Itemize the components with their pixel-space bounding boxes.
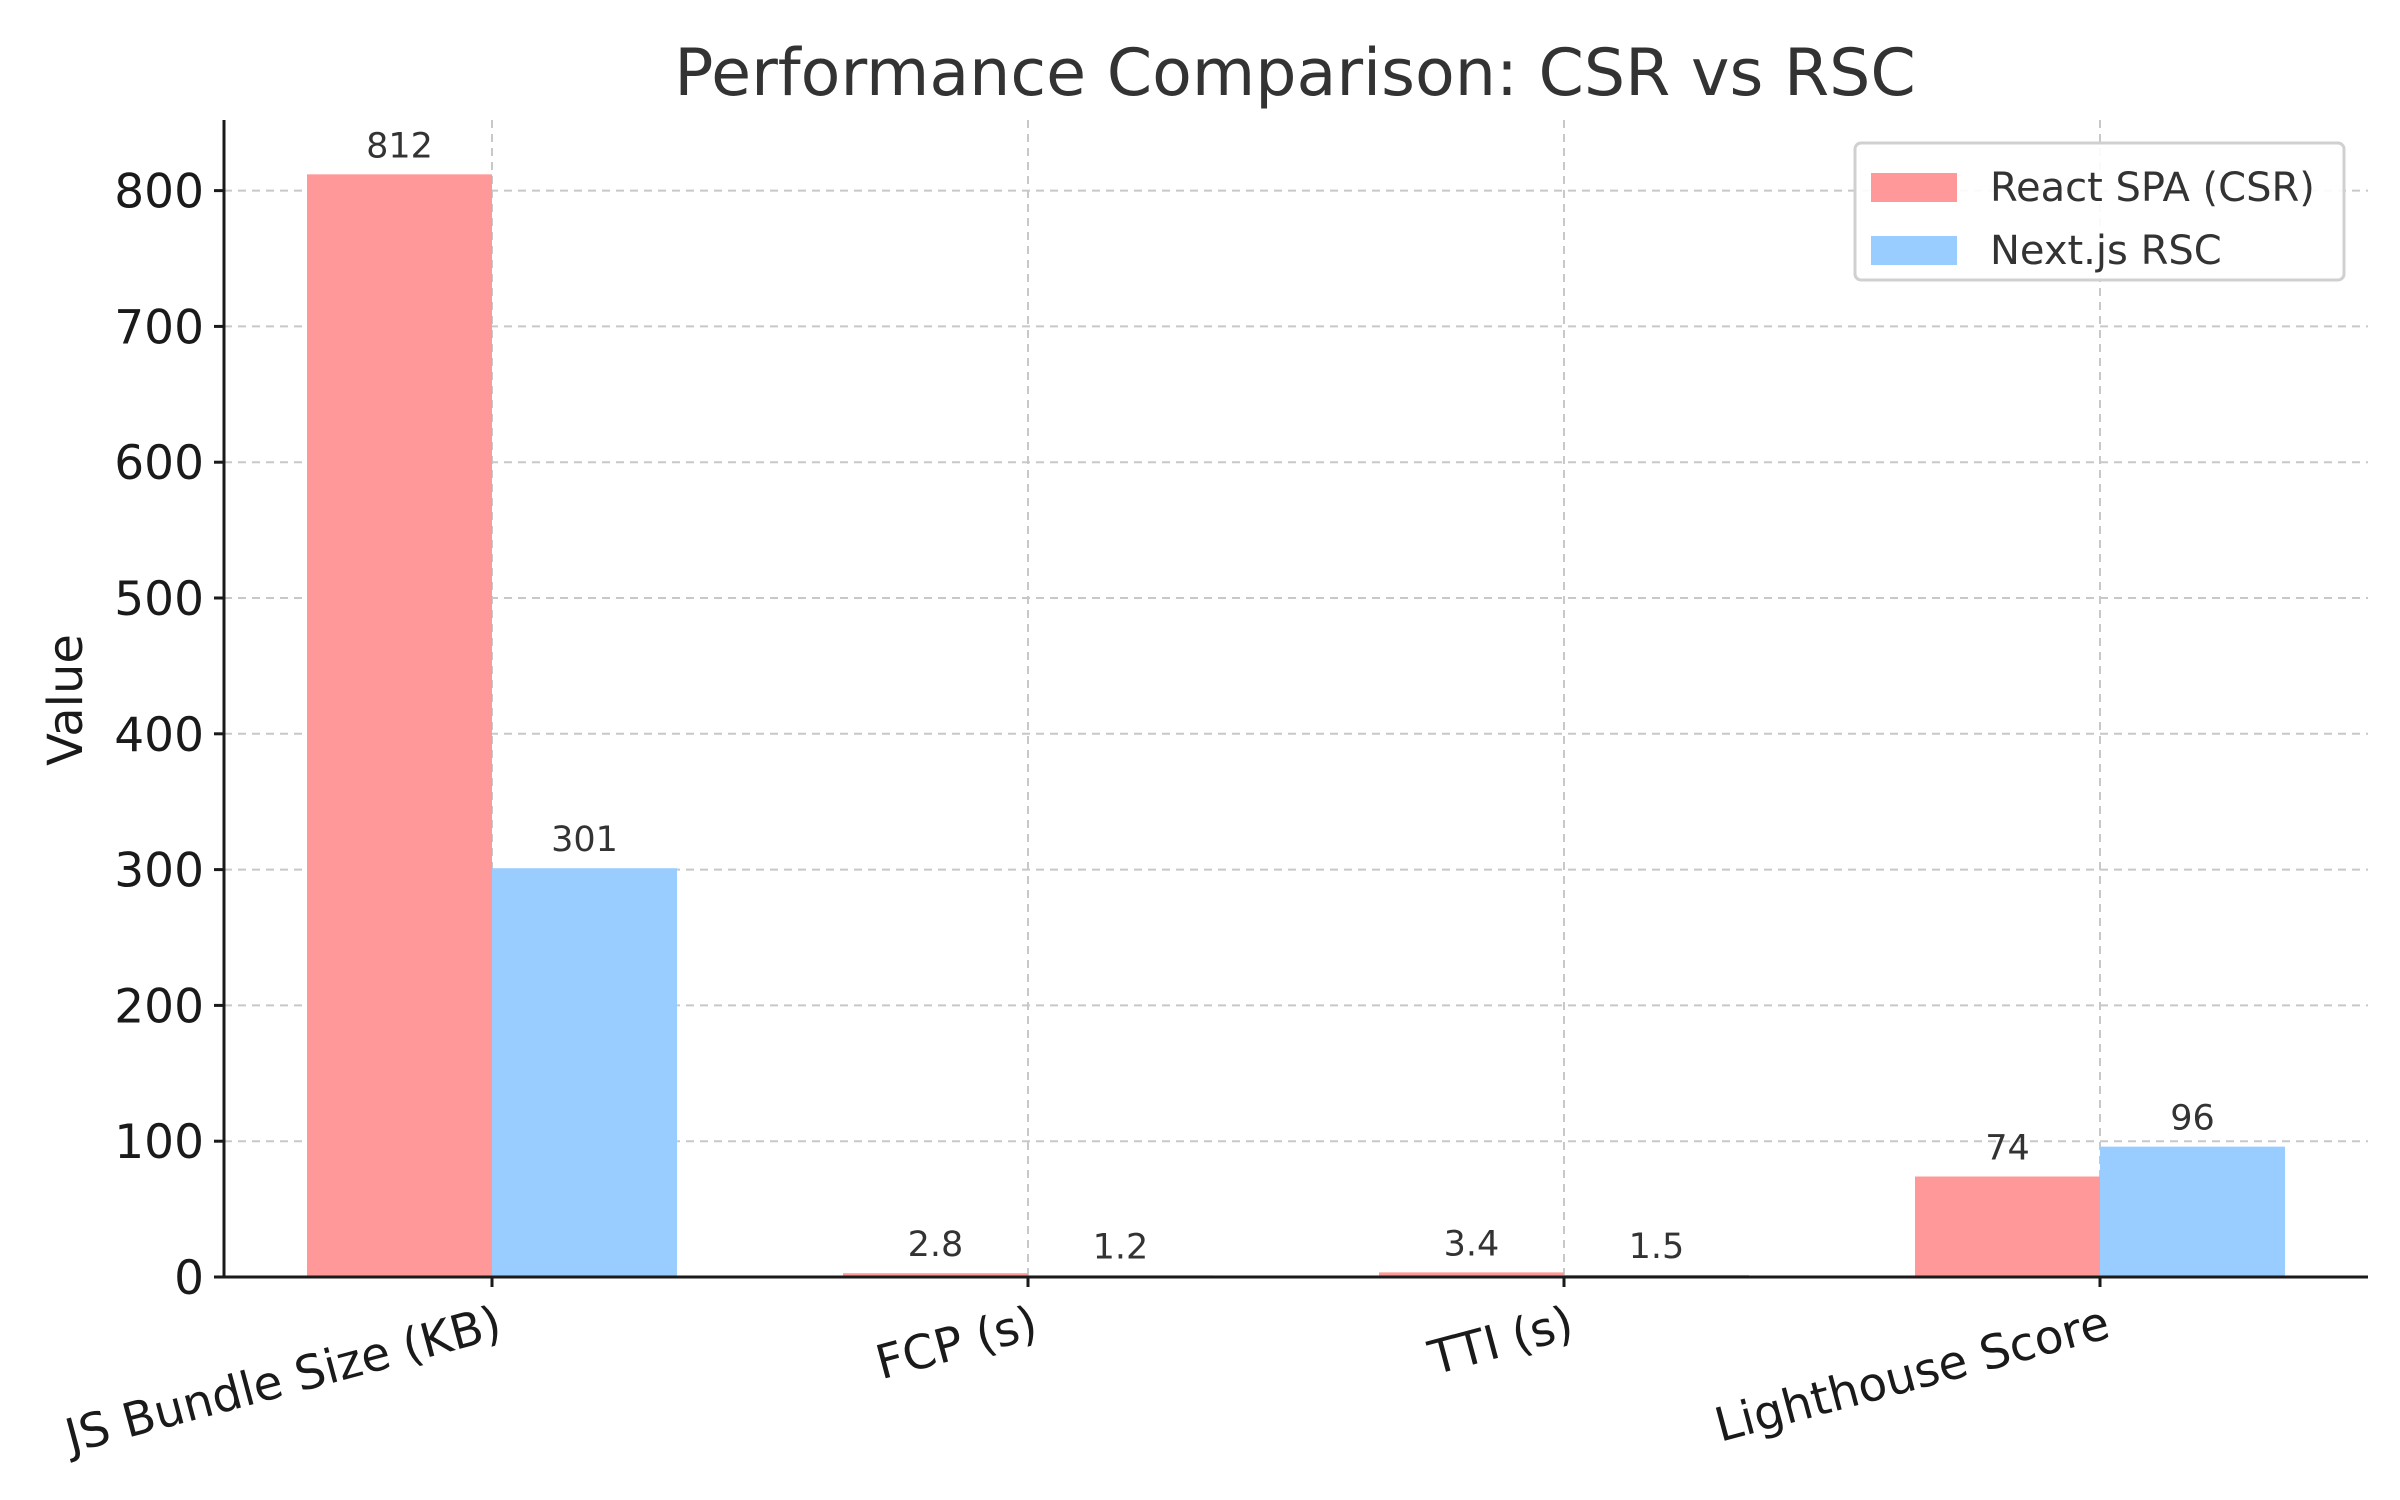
- legend-swatch: [1871, 173, 1957, 202]
- y-tick-label: 200: [114, 979, 204, 1034]
- axes-layer: [214, 120, 2368, 1287]
- x-tick-label: Lighthouse Score: [1709, 1295, 2115, 1453]
- legend-swatch: [1871, 236, 1957, 265]
- bar-value-label: 74: [1985, 1129, 2030, 1169]
- y-tick-label: 600: [114, 436, 204, 491]
- chart-title: Performance Comparison: CSR vs RSC: [674, 36, 1916, 111]
- y-tick-label: 100: [114, 1115, 204, 1170]
- bar-value-label: 1.2: [1093, 1227, 1149, 1267]
- bar-value-label: 96: [2170, 1099, 2215, 1139]
- bar-value-label: 812: [366, 126, 433, 166]
- y-tick-label: 0: [174, 1251, 204, 1306]
- legend-label: React SPA (CSR): [1990, 165, 2315, 211]
- y-axis-label: Value: [38, 634, 94, 766]
- y-tick-label: 300: [114, 844, 204, 899]
- bar-csr: [1379, 1272, 1564, 1277]
- x-tick-label: FCP (s): [870, 1295, 1043, 1391]
- bar-rsc: [2100, 1146, 2285, 1277]
- bar-value-label: 301: [551, 820, 618, 860]
- legend-box: [1853, 141, 2346, 282]
- bars-layer: [307, 174, 2285, 1278]
- bar-csr: [843, 1273, 1028, 1277]
- x-tick-label: TTI (s): [1422, 1295, 1579, 1386]
- bar-value-label: 2.8: [908, 1225, 964, 1265]
- bar-rsc: [492, 868, 677, 1277]
- y-tick-label: 800: [114, 165, 204, 220]
- bar-value-label: 1.5: [1629, 1227, 1685, 1267]
- legend: React SPA (CSR) Next.js RSC: [1853, 141, 2346, 282]
- y-tick-label: 500: [114, 572, 204, 627]
- bar-value-label: 3.4: [1444, 1224, 1500, 1264]
- bar-csr: [307, 174, 492, 1278]
- legend-label: Next.js RSC: [1990, 228, 2222, 274]
- bar-csr: [1915, 1176, 2100, 1277]
- y-tick-label: 400: [114, 708, 204, 763]
- x-tick-label: JS Bundle Size (KB): [57, 1295, 507, 1465]
- y-tick-label: 700: [114, 300, 204, 355]
